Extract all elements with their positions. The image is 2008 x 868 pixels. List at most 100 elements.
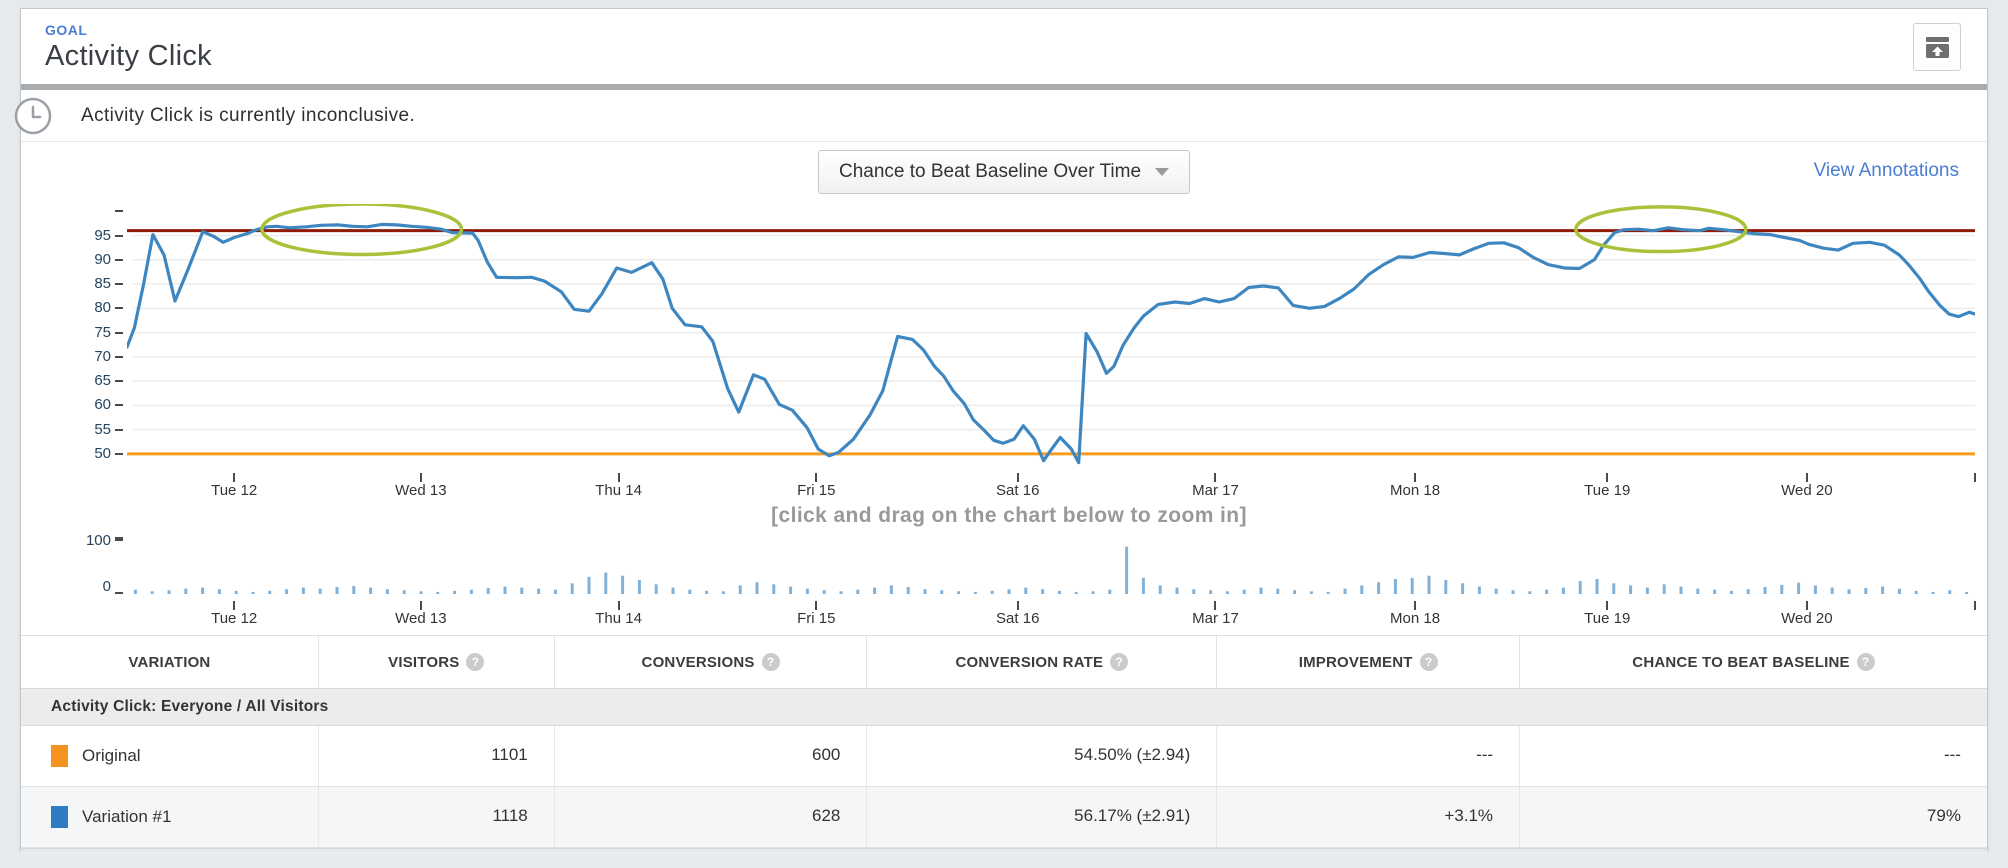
visitor-bar	[1293, 590, 1297, 594]
visitor-bar	[486, 588, 490, 594]
visitor-bar	[1578, 581, 1582, 594]
visitor-bar	[436, 591, 440, 594]
clock-icon	[13, 96, 53, 141]
visitor-bar	[1511, 590, 1515, 594]
y-tick	[115, 428, 123, 431]
x-tick-label: Wed 20	[1781, 610, 1833, 627]
visitor-bar	[385, 589, 389, 594]
visitor-bar	[940, 590, 944, 594]
visitor-bar	[772, 584, 776, 594]
chance-cell: 79%	[1519, 787, 1987, 847]
visitor-bar	[1091, 591, 1095, 594]
visitor-bar	[621, 575, 625, 594]
help-icon[interactable]: ?	[1419, 653, 1438, 671]
visitor-bar	[520, 587, 524, 594]
conversions-cell: 628	[553, 787, 867, 847]
variation-cell: Variation #1	[21, 787, 318, 847]
improvement-cell: ---	[1216, 726, 1519, 786]
visitor-bar	[654, 584, 658, 594]
visitor-bar	[1192, 589, 1196, 594]
conversions-cell: 600	[553, 726, 867, 786]
visitor-bar	[889, 585, 893, 594]
x-tick-label: Tue 19	[1584, 610, 1631, 627]
visitor-bar	[822, 590, 826, 594]
goal-panel: GOAL Activity Click Activity Click is cu…	[14, 8, 1988, 854]
metric-dropdown[interactable]: Chance to Beat Baseline Over Time	[817, 150, 1191, 194]
visitor-bar	[1713, 589, 1717, 594]
y-tick	[115, 452, 123, 455]
table-header-row: VARIATION VISITORS? CONVERSIONS? CONVERSION…	[21, 636, 1987, 689]
visitor-bar	[1427, 575, 1431, 594]
x-tick	[233, 473, 236, 482]
mini-chart-plot[interactable]	[127, 536, 1975, 599]
visitor-bar	[1931, 591, 1935, 594]
visitor-bar	[1914, 590, 1918, 594]
status-message: Activity Click is currently inconclusive…	[81, 105, 416, 126]
zoom-hint: [click and drag on the chart below to zo…	[771, 504, 1247, 527]
visitor-bar	[133, 589, 137, 594]
y-tick	[115, 307, 123, 310]
visitor-bar	[1141, 577, 1145, 594]
visitor-bar	[1645, 587, 1649, 594]
visitor-bar	[1830, 587, 1834, 594]
x-tick	[1974, 601, 1976, 610]
help-icon[interactable]: ?	[1110, 653, 1129, 671]
main-chart-plot[interactable]	[125, 202, 1977, 471]
y-tick	[115, 355, 123, 358]
x-tick-label: Wed 13	[395, 610, 447, 627]
visitor-bar	[1729, 590, 1733, 594]
goal-title: Activity Click	[45, 40, 212, 72]
view-annotations-link[interactable]: View Annotations	[1813, 160, 1959, 181]
panel-header: GOAL Activity Click	[21, 9, 1987, 84]
x-tick	[1974, 473, 1976, 482]
visitor-bar	[1746, 589, 1750, 594]
conversion-rate-cell: 56.17% (±2.91)	[866, 787, 1216, 847]
visitor-bar	[285, 589, 289, 594]
chart-controls: Chance to Beat Baseline Over Time View A…	[21, 142, 1987, 204]
visitor-bar	[1477, 586, 1481, 594]
improvement-cell: +3.1%	[1216, 787, 1519, 847]
visitor-bar	[856, 589, 860, 594]
visitor-bar	[318, 588, 322, 594]
visitor-bar	[1041, 589, 1045, 594]
visitor-bar	[184, 588, 188, 594]
column-header-variation: VARIATION	[21, 636, 318, 688]
collapse-panel-button[interactable]	[1913, 23, 1961, 71]
visitor-bar	[1948, 590, 1952, 594]
status-row: Activity Click is currently inconclusive…	[14, 90, 1987, 142]
x-tick	[617, 601, 620, 610]
help-icon[interactable]: ?	[761, 653, 780, 671]
y-tick	[115, 331, 123, 334]
visitor-bar	[1780, 584, 1784, 594]
column-header-chance-to-beat-baseline: CHANCE TO BEAT BASELINE?	[1519, 636, 1987, 688]
x-tick-label: Mar 17	[1192, 610, 1239, 627]
visitor-bar	[1393, 579, 1397, 594]
visitor-bar	[923, 589, 927, 594]
x-tick	[1606, 601, 1609, 610]
visitor-bar	[1444, 580, 1448, 594]
visitor-bar	[1175, 587, 1179, 594]
visitor-bar	[1679, 586, 1683, 594]
visitor-bar	[1864, 588, 1868, 594]
visitors-cell: 1118	[317, 787, 554, 847]
x-tick	[617, 473, 620, 482]
visitor-bar	[150, 591, 154, 594]
visitor-bar	[1108, 589, 1112, 594]
visitor-bar	[1410, 577, 1414, 594]
help-icon[interactable]: ?	[466, 653, 485, 671]
x-tick	[815, 473, 818, 482]
visitor-bar	[1612, 583, 1616, 594]
visitor-bar	[1209, 590, 1213, 594]
visitor-bar	[1696, 588, 1700, 594]
x-tick-label: Mon 18	[1390, 610, 1441, 627]
chart-area: 95 90 85 80 75 70 65 60 55 50 Tue 12 Wed 13 Thu 14 F…	[21, 202, 1987, 627]
help-icon[interactable]: ?	[1856, 653, 1875, 671]
x-tick	[419, 601, 422, 610]
mini-chart-x-axis: Tue 12 Wed 13 Thu 14 Fri 15 Sat 16 Mar 17 Mon …	[127, 599, 1976, 627]
visitor-bar	[1125, 546, 1129, 594]
x-tick-label: Thu 14	[595, 610, 642, 627]
visitor-bar	[587, 576, 591, 594]
column-header-label: CHANCE TO BEAT BASELINE	[1632, 653, 1850, 671]
visitor-bar	[335, 587, 339, 594]
annotation-ellipse-1	[260, 202, 464, 257]
